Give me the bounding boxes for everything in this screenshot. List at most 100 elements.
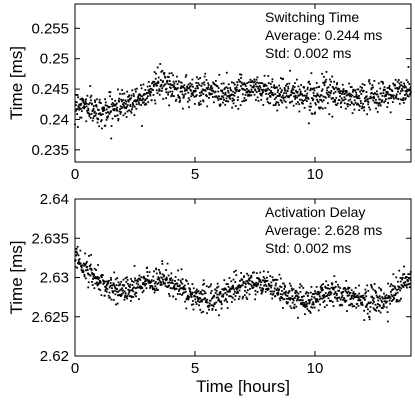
data-point: [188, 296, 190, 299]
data-point: [253, 283, 256, 286]
data-point: [205, 285, 208, 288]
data-point: [143, 101, 145, 104]
data-point: [403, 82, 405, 85]
data-point: [115, 102, 118, 105]
data-point: [177, 269, 179, 272]
data-point: [191, 291, 194, 294]
data-point: [257, 282, 260, 285]
data-point: [347, 103, 349, 105]
data-point: [341, 93, 343, 95]
data-point: [302, 301, 304, 304]
data-point: [182, 292, 184, 295]
data-point: [105, 287, 108, 289]
data-point: [194, 87, 197, 90]
data-point: [181, 282, 184, 285]
data-point: [328, 113, 331, 116]
data-point: [392, 299, 394, 301]
data-point: [351, 90, 354, 93]
data-point: [237, 298, 240, 300]
data-point: [329, 293, 332, 296]
data-point: [295, 102, 298, 105]
data-point: [75, 248, 78, 250]
data-point: [97, 264, 99, 266]
data-point: [350, 302, 353, 305]
data-point: [105, 118, 108, 121]
data-point: [88, 273, 91, 276]
data-point: [268, 88, 271, 91]
data-point: [281, 89, 283, 92]
data-point: [309, 87, 312, 90]
data-point: [376, 93, 379, 96]
data-point: [379, 288, 382, 291]
data-point: [142, 282, 144, 284]
data-point: [202, 99, 204, 102]
data-point: [154, 281, 157, 283]
data-point: [137, 277, 140, 280]
data-point: [239, 104, 242, 107]
data-point: [363, 106, 366, 109]
data-point: [405, 92, 408, 95]
data-point: [360, 107, 363, 110]
data-point: [92, 109, 94, 112]
data-point: [370, 92, 372, 95]
data-point: [265, 280, 268, 282]
data-point: [390, 89, 393, 91]
data-point: [155, 287, 158, 290]
data-point: [326, 295, 328, 297]
data-point: [164, 76, 167, 79]
data-point: [147, 81, 150, 83]
data-point: [407, 280, 409, 283]
data-point: [90, 94, 93, 97]
data-point: [253, 271, 255, 274]
data-point: [173, 284, 176, 287]
data-point: [291, 301, 294, 304]
data-point: [355, 103, 358, 106]
data-point: [117, 281, 120, 284]
data-point: [371, 96, 374, 99]
data-point: [357, 88, 360, 91]
data-point: [356, 296, 358, 299]
data-point: [206, 301, 209, 304]
data-point: [181, 93, 184, 96]
data-point: [351, 102, 353, 105]
data-point: [112, 108, 115, 111]
data-point: [298, 103, 301, 106]
data-point: [201, 293, 204, 296]
data-point: [76, 252, 79, 255]
data-point: [285, 106, 288, 109]
data-point: [183, 284, 186, 287]
data-point: [137, 280, 139, 283]
data-point: [262, 279, 264, 282]
data-point: [269, 275, 272, 277]
data-point: [311, 295, 313, 298]
data-point: [180, 287, 183, 289]
data-point: [200, 311, 203, 314]
data-point: [233, 298, 236, 301]
data-point: [200, 299, 202, 302]
data-point: [95, 105, 98, 108]
data-point: [409, 92, 412, 95]
data-point: [330, 299, 332, 302]
data-point: [78, 106, 81, 109]
data-point: [224, 93, 227, 96]
data-point: [235, 274, 238, 277]
data-point: [245, 280, 248, 283]
data-point: [363, 309, 365, 312]
data-point: [385, 306, 388, 309]
data-point: [335, 86, 337, 89]
data-point: [213, 82, 216, 85]
data-point: [116, 288, 118, 291]
data-point: [80, 108, 82, 110]
data-point: [333, 80, 336, 83]
data-point: [84, 100, 87, 103]
data-point: [398, 87, 400, 90]
data-point: [96, 121, 99, 124]
data-point: [331, 75, 334, 78]
data-point: [108, 291, 111, 294]
data-point: [255, 85, 258, 88]
data-point: [162, 280, 165, 283]
data-point: [185, 279, 187, 282]
data-point: [292, 299, 295, 302]
data-point: [347, 99, 350, 102]
data-point: [222, 92, 225, 95]
